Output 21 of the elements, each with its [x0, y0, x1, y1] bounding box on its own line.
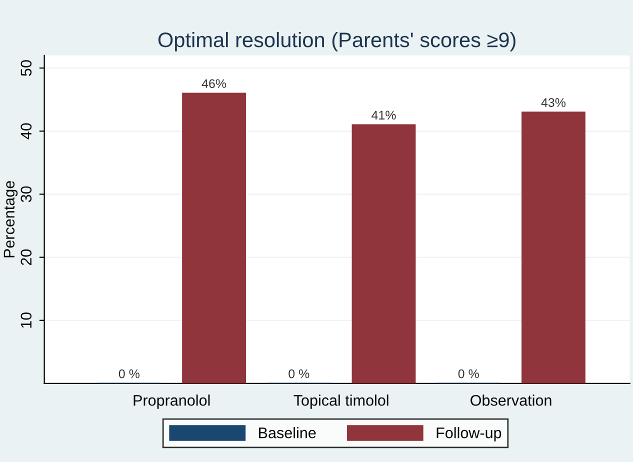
chart-title: Optimal resolution (Parents' scores ≥9): [158, 32, 516, 52]
y-tick-label: 40: [20, 123, 32, 140]
legend-label: Follow-up: [436, 427, 502, 442]
y-tick-label: 10: [20, 312, 32, 328]
bar: [352, 124, 416, 384]
y-tick-label: 20: [20, 249, 32, 266]
x-tick-label: Propranolol: [134, 394, 210, 409]
data-label: 0 %: [458, 369, 479, 378]
bar: [182, 92, 246, 384]
y-tick-label: 30: [20, 186, 32, 202]
data-label: 46%: [202, 79, 226, 88]
x-tick-label: Observation: [470, 394, 552, 406]
data-label: 0 %: [288, 369, 310, 378]
y-tick-label: 50: [20, 60, 32, 76]
legend-label: Baseline: [259, 427, 316, 438]
x-tick-label: Topical timolol: [294, 394, 388, 409]
data-label: 43%: [541, 98, 566, 107]
data-label: 41%: [372, 110, 396, 120]
bar: [522, 112, 586, 384]
y-axis-title: Percentage: [4, 181, 18, 258]
data-label: 0 %: [118, 369, 140, 378]
